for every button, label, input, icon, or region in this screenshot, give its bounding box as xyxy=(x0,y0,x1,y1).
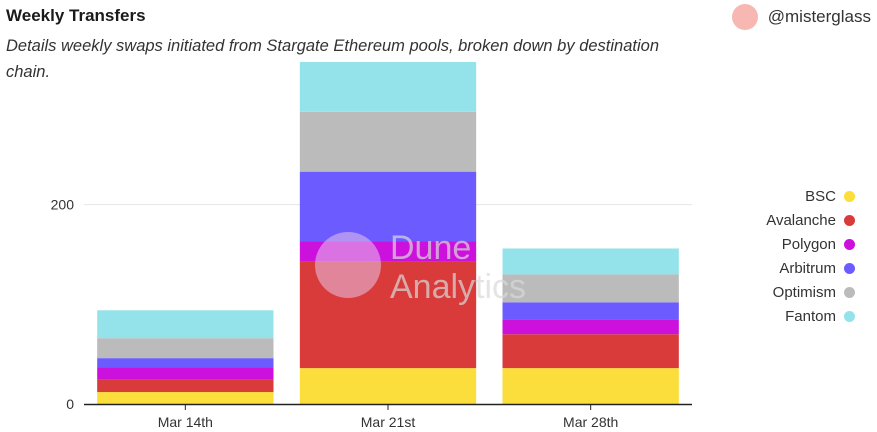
x-tick-label: Mar 21st xyxy=(361,414,416,430)
axis-layer: 0 200 Mar 14th Mar 21st Mar 28th xyxy=(51,197,692,430)
legend-label: Optimism xyxy=(772,283,836,301)
y-tick-label: 200 xyxy=(51,197,75,213)
bar-segment-arbitrum[interactable] xyxy=(502,302,679,320)
legend-item-optimism[interactable]: Optimism xyxy=(773,283,855,301)
chart-title: Weekly Transfers xyxy=(6,6,146,25)
bar-segment-fantom[interactable] xyxy=(502,248,679,275)
legend-label: Avalanche xyxy=(766,211,836,229)
author-badge[interactable]: @misterglass xyxy=(731,4,871,30)
y-tick-label: 0 xyxy=(66,396,74,412)
bar-segment-bsc[interactable] xyxy=(502,368,679,404)
legend-item-arbitrum[interactable]: Arbitrum xyxy=(779,259,855,277)
bar-segment-bsc[interactable] xyxy=(299,368,477,404)
legend-label: Fantom xyxy=(785,307,836,325)
legend-label: Arbitrum xyxy=(779,259,836,277)
legend-item-fantom[interactable]: Fantom xyxy=(785,307,855,325)
legend-dot-icon xyxy=(844,214,855,226)
bar-segment-polygon[interactable] xyxy=(502,319,679,335)
bar-segment-optimism[interactable] xyxy=(502,274,679,303)
legend-label: BSC xyxy=(805,187,836,205)
legend-dot-icon xyxy=(844,286,855,298)
bar-segment-fantom[interactable] xyxy=(299,61,477,112)
x-tick-label: Mar 14th xyxy=(158,414,213,430)
watermark-line1: Dune xyxy=(390,229,471,267)
legend-item-bsc[interactable]: BSC xyxy=(805,187,855,205)
legend-dot-icon xyxy=(844,238,855,250)
legend-dot-icon xyxy=(844,262,855,274)
legend-dot-icon xyxy=(844,310,855,322)
bars-layer xyxy=(97,61,679,404)
bar-segment-polygon[interactable] xyxy=(97,367,274,380)
avatar xyxy=(731,4,758,30)
bar-segment-optimism[interactable] xyxy=(97,338,274,359)
bar-segment-avalanche[interactable] xyxy=(502,334,679,369)
bar-segment-avalanche[interactable] xyxy=(97,379,274,393)
bar-segment-arbitrum[interactable] xyxy=(97,358,274,368)
chart-subtitle: Details weekly swaps initiated from Star… xyxy=(6,37,660,81)
watermark-logo xyxy=(315,232,381,298)
bar-segment-bsc[interactable] xyxy=(97,392,274,404)
watermark-line2: Analytics xyxy=(390,268,526,306)
bar-segment-arbitrum[interactable] xyxy=(299,171,477,242)
legend-dot-icon xyxy=(844,190,855,202)
author-name[interactable]: @misterglass xyxy=(767,7,871,26)
legend-label: Polygon xyxy=(781,235,836,253)
bar-segment-fantom[interactable] xyxy=(97,310,274,339)
bar-segment-optimism[interactable] xyxy=(299,111,477,172)
chart-legend: BSC Avalanche Polygon Arbitrum Optimism Fanto… xyxy=(766,187,855,325)
x-tick-label: Mar 28th xyxy=(563,414,618,430)
legend-item-avalanche[interactable]: Avalanche xyxy=(766,211,855,229)
legend-item-polygon[interactable]: Polygon xyxy=(782,235,855,253)
watermark: Dune Analytics xyxy=(315,229,526,306)
